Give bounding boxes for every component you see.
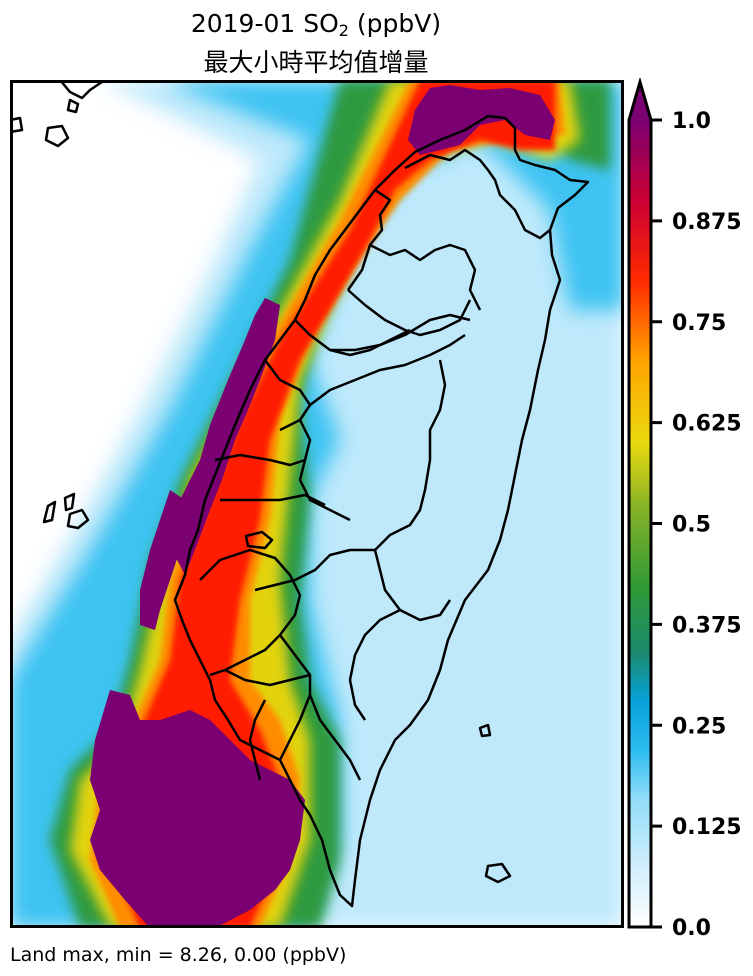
colorbar-tick-label: 0.875 xyxy=(672,210,742,235)
border-17 xyxy=(348,608,401,721)
coastline xyxy=(10,80,590,908)
colorbar-tick-label: 0.375 xyxy=(672,613,742,638)
footer-stats: Land max, min = 8.26, 0.00 (ppbV) xyxy=(10,944,347,966)
border-21 xyxy=(308,694,362,781)
hotspot-far-south xyxy=(200,880,240,925)
border-4 xyxy=(347,289,472,337)
border-14 xyxy=(199,548,302,596)
hotspot-west-central xyxy=(170,298,280,575)
colorbar: 0.0 0.125 0.25 0.375 0.5 0.625 0.75 0.875 1.0 xyxy=(627,78,742,941)
colorbar-gradient xyxy=(629,120,651,927)
colorbar-tick-label: 1.0 xyxy=(672,109,711,134)
colorbar-ticks: 0.0 0.125 0.25 0.375 0.5 0.625 0.75 0.875 1.0 xyxy=(651,109,742,941)
colorbar-outline xyxy=(627,78,653,929)
colorbar-tick-label: 0.0 xyxy=(672,916,711,941)
border-6 xyxy=(330,313,471,352)
border-10 xyxy=(214,453,306,467)
border-13 xyxy=(254,548,375,592)
colorbar-tick-label: 0.125 xyxy=(672,815,742,840)
border-19 xyxy=(224,668,311,687)
county-borders xyxy=(199,148,551,781)
chart-title: 2019-01 SO2 (ppbV) 最大小時平均值增量 xyxy=(10,8,622,79)
small-island-southeast xyxy=(484,862,512,884)
border-20 xyxy=(248,699,267,781)
concentration-map xyxy=(10,80,624,928)
hotspot-south xyxy=(90,690,305,928)
map-frame xyxy=(10,80,624,928)
title-line-2: 最大小時平均值增量 xyxy=(203,48,429,77)
colorbar-tick-label: 0.625 xyxy=(672,412,742,437)
colorbar-extend-arrow xyxy=(629,82,651,120)
border-12 xyxy=(374,359,447,551)
border-9 xyxy=(298,419,351,522)
title-line-1: 2019-01 SO2 (ppbV) xyxy=(190,9,442,40)
border-7 xyxy=(264,359,312,432)
border-11 xyxy=(220,493,326,507)
hotspot-west xyxy=(140,490,185,630)
border-1 xyxy=(346,188,392,291)
border-3 xyxy=(369,243,482,311)
small-island-east xyxy=(478,723,492,738)
border-2 xyxy=(404,148,551,240)
penghu-islands xyxy=(42,492,90,530)
taiwan-coast xyxy=(173,114,590,908)
colorbar-tick-label: 0.25 xyxy=(672,714,726,739)
inland-lake xyxy=(244,530,274,550)
colorbar-tick-label: 0.75 xyxy=(672,311,726,336)
colorbar-tick-label: 0.5 xyxy=(672,513,711,538)
border-8 xyxy=(309,333,466,406)
china-coast xyxy=(10,80,106,148)
field-red xyxy=(110,80,555,928)
